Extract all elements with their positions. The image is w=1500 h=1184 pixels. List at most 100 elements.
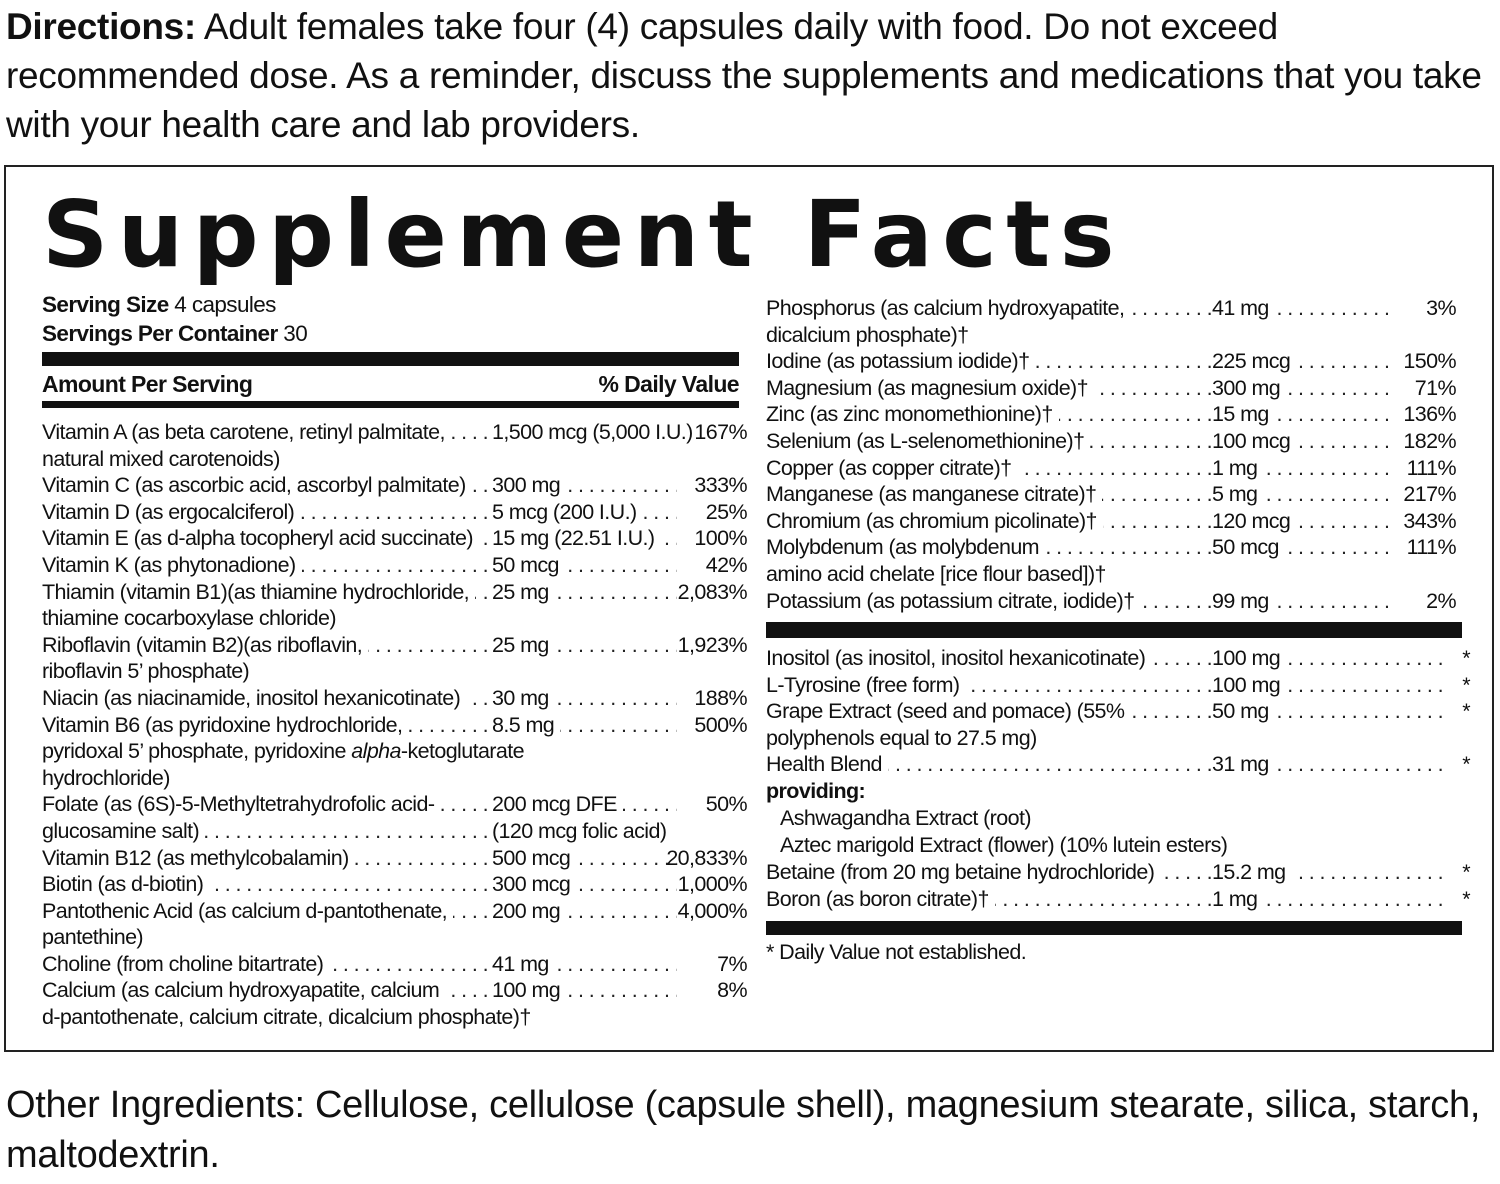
nutrient-amount: 1 mg	[1212, 885, 1264, 913]
daily-value: 2%	[1426, 588, 1456, 613]
daily-value: 136%	[1403, 402, 1456, 427]
nutrient-line: . . . . . . . . . . . . . . . . . . . . …	[766, 295, 1466, 322]
nutrient-continuation: hydrochloride)	[42, 765, 170, 790]
nutrient-amount: 41 mg	[492, 950, 555, 978]
nutrient-row: . . . . . . . . . . . . . . . . . . . . …	[42, 631, 748, 685]
servings-per-container-label: Servings Per Container	[42, 321, 278, 346]
nutrient-amount: 30 mg	[492, 684, 555, 712]
nutrient-line: . . . . . . . . . . . . . . . . . . . . …	[766, 751, 1471, 779]
nutrient-line: . . . . . . . . . . . . . . . . . . . . …	[42, 419, 748, 446]
nutrient-amount: 120 mcg	[1212, 507, 1297, 535]
nutrient-row: . . . . . . . . . . . . . . . . . . . . …	[766, 645, 1471, 672]
nutrient-line: . . . . . . . . . . . . . . . . . . . . …	[42, 551, 748, 579]
nutrient-line: . . . . . . . . . . . . . . . . . . . . …	[766, 645, 1471, 672]
nutrient-amount: 1 mg	[1212, 454, 1264, 482]
supplement-facts-title: Supplement Facts	[42, 181, 1124, 288]
directions-body: Adult females take four (4) capsules dai…	[6, 6, 1482, 145]
nutrient-name: Boron (as boron citrate)†	[766, 885, 995, 913]
daily-value: 1,923%	[677, 632, 748, 657]
nutrient-continuation: amino acid chelate [rice flour based])†	[766, 561, 1107, 586]
nutrient-name: Vitamin B6 (as pyridoxine hydrochloride,	[42, 711, 409, 739]
nutrient-name: Health Blend	[766, 751, 888, 779]
daily-value: 71%	[1414, 375, 1457, 400]
nutrient-row: . . . . . . . . . . . . . . . . . . . . …	[42, 871, 748, 899]
nutrient-amount: 100 mg	[1212, 671, 1287, 699]
nutrient-name: Thiamin (vitamin B1)(as thiamine hydroch…	[42, 578, 476, 606]
daily-value: 150%	[1403, 349, 1456, 374]
nutrient-amount: 99 mg	[1212, 587, 1275, 615]
nutrient-name: Vitamin B12 (as methylcobalamin)	[42, 844, 355, 872]
nutrient-name: Molybdenum (as molybdenum	[766, 534, 1045, 562]
nutrient-row: . . . . . . . . . . . . . . . . . . . . …	[766, 534, 1466, 587]
nutrient-row: . . . . . . . . . . . . . . . . . . . . …	[766, 401, 1466, 429]
daily-value: 25%	[705, 499, 748, 524]
providing-label: providing:	[766, 778, 866, 803]
nutrient-name: Vitamin C (as ascorbic acid, ascorbyl pa…	[42, 472, 472, 500]
nutrient-row: . . . . . . . . . . . . . . . . . . . . …	[42, 525, 748, 553]
nutrient-amount: 15 mg (22.51 I.U.)	[492, 525, 661, 553]
daily-value: 2,083%	[677, 579, 748, 604]
nutrient-continuation: . . . . . . . . . . . . . . . . . . . . …	[42, 817, 748, 845]
nutrient-row: . . . . . . . . . . . . . . . . . . . . …	[42, 977, 748, 1030]
nutrient-amount: 15.2 mg	[1212, 858, 1292, 886]
nutrient-continuation: riboflavin 5’ phosphate)	[42, 659, 250, 684]
nutrient-name: Biotin (as d-biotin)	[42, 871, 210, 899]
nutrient-row: . . . . . . . . . . . . . . . . . . . . …	[766, 454, 1466, 482]
nutrient-amount: 1,500 mcg (5,000 I.U.)	[492, 419, 699, 446]
nutrient-name: Selenium (as L-selenomethionine)†	[766, 427, 1091, 455]
supplement-facts-panel: Supplement Facts Serving Size 4 capsules…	[4, 165, 1494, 1052]
nutrient-line: . . . . . . . . . . . . . . . . . . . . …	[42, 498, 748, 526]
nutrient-line: . . . . . . . . . . . . . . . . . . . . …	[42, 844, 748, 872]
nutrient-amount: 5 mcg (200 I.U.)	[492, 498, 643, 526]
nutrient-row: . . . . . . . . . . . . . . . . . . . . …	[766, 885, 1471, 913]
nutrient-name: Folate (as (6S)-5-Methyltetrahydrofolic …	[42, 791, 441, 819]
nutrient-row: . . . . . . . . . . . . . . . . . . . . …	[42, 419, 748, 472]
nutrient-line: . . . . . . . . . . . . . . . . . . . . …	[766, 401, 1466, 429]
nutrient-row: . . . . . . . . . . . . . . . . . . . . …	[42, 472, 748, 500]
nutrient-name: Betaine (from 20 mg betaine hydrochlorid…	[766, 858, 1161, 886]
nutrient-line: . . . . . . . . . . . . . . . . . . . . …	[766, 348, 1466, 376]
nutrient-row: . . . . . . . . . . . . . . . . . . . . …	[766, 427, 1466, 455]
nutrient-row: . . . . . . . . . . . . . . . . . . . . …	[42, 791, 748, 845]
nutrient-continuation: pantethine)	[42, 925, 144, 950]
nutrient-line: . . . . . . . . . . . . . . . . . . . . …	[766, 374, 1466, 402]
nutrient-amount: 50 mcg	[1212, 534, 1285, 562]
italic-alpha: alpha	[351, 739, 401, 764]
serving-size-value: 4 capsules	[168, 292, 276, 317]
nutrient-line: . . . . . . . . . . . . . . . . . . . . …	[42, 950, 748, 978]
nutrient-name: Vitamin A (as beta carotene, retinyl pal…	[42, 419, 451, 446]
nutrient-line: . . . . . . . . . . . . . . . . . . . . …	[42, 684, 748, 712]
nutrient-name: Vitamin D (as ergocalciferol)	[42, 498, 301, 526]
providing-item: Ashwagandha Extract (root)	[780, 805, 1032, 830]
thick-divider-left	[42, 352, 739, 366]
nutrient-row: . . . . . . . . . . . . . . . . . . . . …	[766, 858, 1471, 886]
nutrient-name: Grape Extract (seed and pomace) (55%	[766, 698, 1131, 726]
nutrient-row: . . . . . . . . . . . . . . . . . . . . …	[42, 844, 748, 872]
other-ingredients: Other Ingredients: Cellulose, cellulose …	[6, 1084, 1481, 1176]
nutrient-name-cont: glucosamine salt)	[42, 817, 206, 845]
nutrient-line: . . . . . . . . . . . . . . . . . . . . …	[766, 454, 1466, 482]
nutrient-name: Niacin (as niacinamide, inositol hexanic…	[42, 684, 467, 712]
nutrient-continuation: pyridoxal 5’ phosphate, pyridoxine alpha…	[42, 739, 525, 764]
nutrient-amount: 50 mcg	[492, 551, 565, 579]
nutrient-row: . . . . . . . . . . . . . . . . . . . . …	[766, 587, 1466, 615]
nutrient-row: . . . . . . . . . . . . . . . . . . . . …	[766, 295, 1466, 348]
daily-value: 4,000%	[677, 898, 748, 923]
nutrient-amount: 25 mg	[492, 578, 555, 606]
nutrient-amount: 5 mg	[1212, 481, 1264, 509]
thick-divider-bottom	[766, 921, 1462, 935]
nutrient-amount: 300 mcg	[492, 871, 577, 899]
nutrient-line: . . . . . . . . . . . . . . . . . . . . …	[42, 525, 748, 553]
daily-value: *	[1462, 699, 1470, 724]
nutrient-line: . . . . . . . . . . . . . . . . . . . . …	[766, 534, 1466, 562]
nutrient-name: Choline (from choline bitartrate)	[42, 950, 330, 978]
daily-value: *	[1462, 672, 1470, 697]
directions-label: Directions:	[6, 6, 196, 47]
nutrient-amount: 200 mcg DFE	[492, 791, 623, 819]
servings-per-container-value: 30	[277, 321, 308, 346]
nutrient-line: . . . . . . . . . . . . . . . . . . . . …	[42, 977, 748, 1005]
nutrient-line: . . . . . . . . . . . . . . . . . . . . …	[42, 791, 748, 819]
nutrient-continuation: d-pantothenate, calcium citrate, dicalci…	[42, 1005, 531, 1030]
nutrient-line: . . . . . . . . . . . . . . . . . . . . …	[42, 711, 748, 739]
daily-value: 111%	[1406, 535, 1457, 560]
